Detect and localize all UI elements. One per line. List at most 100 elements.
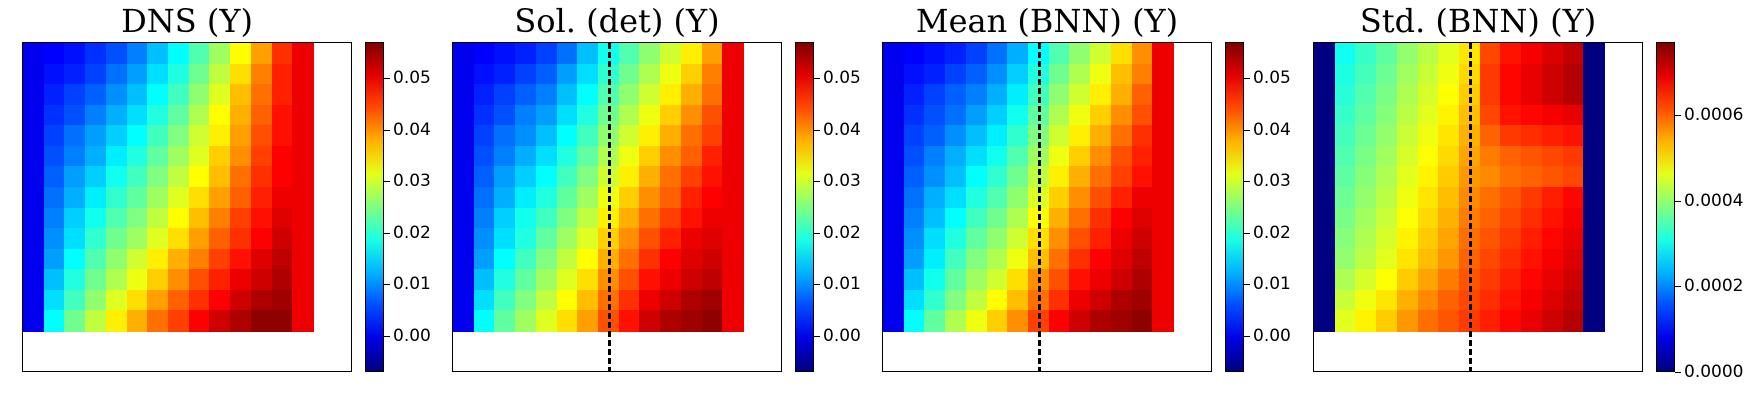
heatmap-cell (1396, 248, 1419, 270)
heatmap-cell (1152, 104, 1174, 126)
heatmap-cell (453, 269, 475, 291)
heatmap-cell (473, 84, 496, 106)
heatmap-cell (701, 84, 723, 106)
heatmap-cell (903, 187, 926, 209)
heatmap-cell (1110, 269, 1133, 291)
heatmap-cell (168, 43, 190, 65)
heatmap-cell (577, 289, 599, 311)
heatmap-cell (1314, 104, 1336, 126)
heatmap-cell (453, 104, 475, 126)
heatmap-cell (1500, 228, 1522, 250)
heatmap-cell (147, 289, 169, 311)
heatmap-cell (188, 248, 211, 270)
heatmap-cell (292, 269, 314, 291)
heatmap-cell (1131, 187, 1153, 209)
heatmap-cell (1500, 269, 1522, 291)
heatmap-cell (1152, 228, 1174, 250)
heatmap-cell (680, 104, 703, 126)
heatmap-cell (680, 228, 703, 250)
heatmap-cell (494, 228, 516, 250)
heatmap-cell (1355, 248, 1377, 270)
colorbar-tick (1244, 284, 1250, 286)
heatmap-cell (1541, 166, 1564, 188)
heatmap-cell (105, 248, 128, 270)
heatmap-cell (147, 248, 169, 270)
heatmap-cell (1562, 207, 1584, 229)
heatmap-cell (1479, 248, 1502, 270)
heatmap-cell (85, 84, 107, 106)
heatmap-cell (903, 207, 926, 229)
heatmap-cell (292, 125, 314, 147)
heatmap-cell (473, 228, 496, 250)
heatmap-cell (1479, 104, 1502, 126)
heatmap-cell (126, 145, 148, 167)
colorbar-4 (1656, 42, 1675, 372)
heatmap-cell (1376, 104, 1398, 126)
heatmap-cell (271, 63, 293, 85)
heatmap-cell (1131, 289, 1153, 311)
heatmap-cell (1500, 125, 1522, 147)
heatmap-cell (168, 228, 190, 250)
heatmap-cell (701, 269, 723, 291)
heatmap-cell (105, 187, 128, 209)
colorbar-tick-label: 0.00 (823, 325, 861, 346)
heatmap-cell (453, 43, 475, 65)
heatmap-cell (64, 228, 86, 250)
heatmap-cell (945, 84, 967, 106)
heatmap-cell (1479, 228, 1502, 250)
heatmap-cell (515, 43, 537, 65)
heatmap-cell (1500, 166, 1522, 188)
heatmap-cell (188, 125, 211, 147)
heatmap-cell (1396, 166, 1419, 188)
heatmap-cell (1376, 228, 1398, 250)
heatmap-cell (1069, 166, 1091, 188)
heatmap-cell (1334, 248, 1357, 270)
heatmap-cell (453, 187, 475, 209)
heatmap-cell (1110, 145, 1133, 167)
heatmap-cell (1376, 145, 1398, 167)
heatmap-cell (188, 310, 211, 332)
heatmap-cell (1048, 187, 1071, 209)
heatmap-cell (473, 145, 496, 167)
heatmap-cell (1007, 125, 1029, 147)
heatmap-cell (168, 310, 190, 332)
heatmap-cell (64, 145, 86, 167)
heatmap-cell (209, 84, 231, 106)
heatmap-cell (535, 166, 558, 188)
heatmap-cell (883, 43, 905, 65)
heatmap-cell (1583, 228, 1605, 250)
heatmap-cell (1152, 207, 1174, 229)
heatmap-cell (250, 228, 273, 250)
heatmap-cell (85, 43, 107, 65)
heatmap-cell (1110, 310, 1133, 332)
heatmap-cell (1562, 187, 1584, 209)
heatmap-cell (453, 84, 475, 106)
heatmap-cell (660, 125, 682, 147)
heatmap-cell (43, 207, 66, 229)
heatmap-cell (1131, 63, 1153, 85)
heatmap-cell (85, 310, 107, 332)
heatmap-cell (618, 145, 641, 167)
heatmap-cell (105, 289, 128, 311)
chart-title-4: Std. (BNN) (Y) (1359, 2, 1597, 40)
heatmap-cell (680, 248, 703, 270)
heatmap-cell (188, 145, 211, 167)
heatmap-cell (535, 187, 558, 209)
heatmap-cell (105, 63, 128, 85)
heatmap-cell (1314, 207, 1336, 229)
heatmap-cell (147, 228, 169, 250)
heatmap-cell (680, 125, 703, 147)
heatmap-cell (1314, 289, 1336, 311)
heatmap-cell (1110, 63, 1133, 85)
heatmap-cell (535, 125, 558, 147)
heatmap-cell (494, 104, 516, 126)
heatmap-cell (883, 145, 905, 167)
dashed-divider-2 (608, 43, 612, 371)
heatmap-cell (1583, 310, 1605, 332)
heatmap-cell (556, 310, 578, 332)
heatmap-cell (168, 166, 190, 188)
heatmap-cell (1396, 104, 1419, 126)
heatmap-cell (618, 269, 641, 291)
heatmap-cell (1090, 228, 1112, 250)
heatmap-cell (1007, 310, 1029, 332)
